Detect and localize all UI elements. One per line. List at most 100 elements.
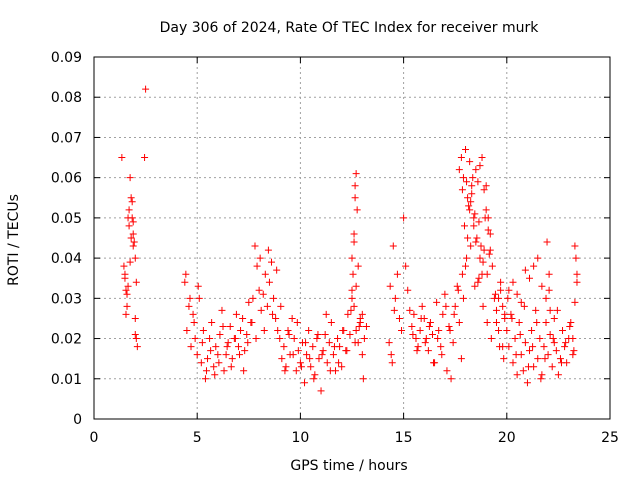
data-point bbox=[517, 298, 525, 306]
data-point bbox=[253, 262, 261, 270]
data-point bbox=[256, 254, 264, 262]
data-point bbox=[118, 154, 126, 162]
data-point bbox=[127, 194, 135, 202]
data-point bbox=[482, 206, 490, 214]
data-point bbox=[512, 351, 520, 359]
data-point bbox=[292, 367, 300, 375]
data-point bbox=[226, 322, 234, 330]
data-point bbox=[359, 375, 367, 383]
data-point bbox=[183, 327, 191, 335]
data-point bbox=[307, 363, 315, 371]
data-point bbox=[259, 290, 267, 298]
data-point bbox=[128, 198, 136, 206]
data-point bbox=[474, 278, 482, 286]
data-point bbox=[457, 154, 465, 162]
data-point bbox=[182, 270, 190, 278]
data-point bbox=[449, 339, 457, 347]
data-point bbox=[478, 154, 486, 162]
data-point bbox=[470, 214, 478, 222]
data-point bbox=[467, 242, 475, 250]
data-point bbox=[296, 359, 304, 367]
data-point bbox=[533, 318, 541, 326]
data-point bbox=[393, 270, 401, 278]
data-point bbox=[408, 322, 416, 330]
data-point bbox=[504, 294, 512, 302]
data-point bbox=[240, 367, 248, 375]
data-point bbox=[441, 290, 449, 298]
data-point bbox=[351, 194, 359, 202]
chart-title: Day 306 of 2024, Rate Of TEC Index for r… bbox=[160, 20, 540, 36]
data-point bbox=[442, 302, 450, 310]
data-point bbox=[237, 327, 245, 335]
data-point bbox=[193, 351, 201, 359]
data-point bbox=[327, 318, 335, 326]
data-point bbox=[486, 230, 494, 238]
data-point bbox=[261, 270, 269, 278]
data-point bbox=[501, 310, 509, 318]
data-point bbox=[470, 222, 478, 230]
data-point bbox=[244, 339, 252, 347]
data-point bbox=[206, 335, 214, 343]
data-point bbox=[541, 355, 549, 363]
data-point bbox=[465, 202, 473, 210]
data-point bbox=[297, 363, 305, 371]
data-point bbox=[121, 270, 129, 278]
data-point bbox=[463, 178, 471, 186]
data-point bbox=[142, 85, 150, 93]
y-tick-label: 0.07 bbox=[51, 130, 82, 146]
data-point bbox=[484, 226, 492, 234]
data-point bbox=[190, 318, 198, 326]
data-point bbox=[409, 331, 417, 339]
data-point bbox=[424, 347, 432, 355]
data-point bbox=[507, 310, 515, 318]
x-tick-label: 5 bbox=[193, 430, 202, 446]
data-point bbox=[414, 343, 422, 351]
data-point bbox=[523, 379, 531, 387]
data-point bbox=[218, 306, 226, 314]
data-point bbox=[499, 302, 507, 310]
x-tick-label: 20 bbox=[498, 430, 516, 446]
data-point bbox=[492, 318, 500, 326]
data-point bbox=[288, 314, 296, 322]
data-point bbox=[473, 234, 481, 242]
data-point bbox=[131, 314, 139, 322]
data-point bbox=[131, 254, 139, 262]
data-point bbox=[550, 339, 558, 347]
data-point bbox=[454, 286, 462, 294]
data-point bbox=[520, 302, 528, 310]
data-point bbox=[556, 355, 564, 363]
data-point bbox=[446, 327, 454, 335]
axis-ticks: 0 0.01 0.02 0.03 0.04 0.05 0.06 0.07 0.08 0.09 0 5 1… bbox=[51, 50, 619, 446]
data-point bbox=[325, 339, 333, 347]
data-point bbox=[466, 206, 474, 214]
data-point bbox=[212, 343, 220, 351]
data-point bbox=[538, 371, 546, 379]
data-point bbox=[210, 363, 218, 371]
data-point bbox=[542, 294, 550, 302]
data-point bbox=[315, 355, 323, 363]
data-point bbox=[125, 206, 133, 214]
data-point bbox=[282, 363, 290, 371]
data-point bbox=[385, 339, 393, 347]
data-point bbox=[500, 355, 508, 363]
data-point bbox=[515, 318, 523, 326]
data-point bbox=[445, 322, 453, 330]
data-point bbox=[290, 335, 298, 343]
data-point bbox=[350, 238, 358, 246]
data-point bbox=[232, 310, 240, 318]
data-point bbox=[439, 310, 447, 318]
data-point bbox=[487, 335, 495, 343]
data-point bbox=[273, 266, 281, 274]
data-point bbox=[503, 327, 511, 335]
data-point bbox=[559, 327, 567, 335]
data-point bbox=[347, 306, 355, 314]
data-point bbox=[265, 278, 273, 286]
data-point bbox=[322, 310, 330, 318]
data-point bbox=[513, 290, 521, 298]
data-point bbox=[305, 327, 313, 335]
data-point bbox=[281, 367, 289, 375]
data-point bbox=[526, 347, 534, 355]
data-point bbox=[400, 214, 408, 222]
data-point bbox=[197, 359, 205, 367]
